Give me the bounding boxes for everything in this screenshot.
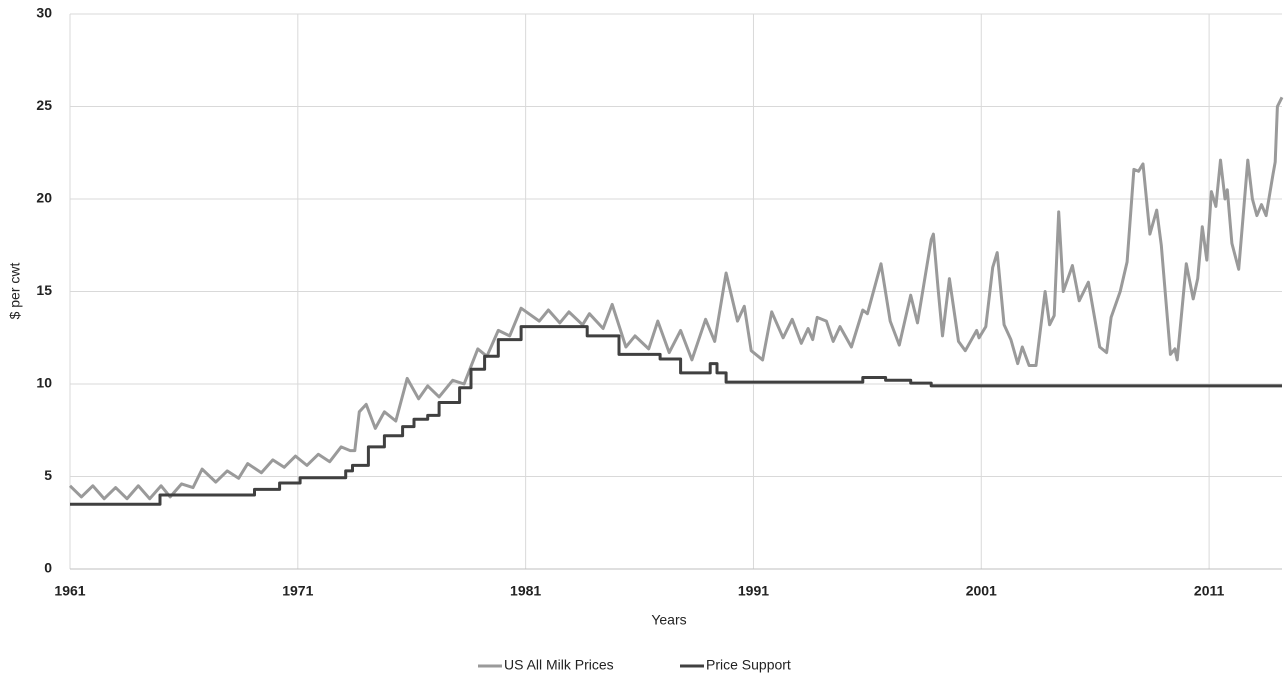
x-tick-label: 1971 — [282, 583, 313, 599]
x-tick-label: 1981 — [510, 583, 541, 599]
x-axis-label: Years — [651, 612, 686, 628]
y-tick-label: 5 — [44, 467, 52, 483]
legend-label: US All Milk Prices — [504, 657, 614, 673]
x-tick-label: 1961 — [54, 583, 85, 599]
y-axis-label: $ per cwt — [7, 262, 23, 319]
line — [70, 325, 1282, 506]
x-tick-label: 2001 — [966, 583, 997, 599]
line — [68, 96, 1284, 501]
y-tick-label: 0 — [44, 560, 52, 576]
y-tick-label: 10 — [36, 375, 52, 391]
y-tick-label: 25 — [36, 97, 52, 113]
y-tick-label: 15 — [36, 282, 52, 298]
y-tick-label: 20 — [36, 190, 52, 206]
y-tick-label: 30 — [36, 5, 52, 21]
x-tick-label: 2011 — [1194, 583, 1225, 599]
x-tick-label: 1991 — [738, 583, 769, 599]
legend-label: Price Support — [706, 657, 791, 673]
